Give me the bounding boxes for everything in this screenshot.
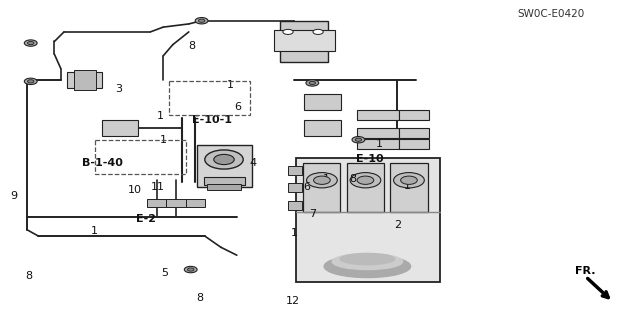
Bar <box>296 158 440 282</box>
Text: E-2: E-2 <box>136 213 156 224</box>
Text: E-10: E-10 <box>356 154 384 164</box>
Circle shape <box>355 138 362 141</box>
Bar <box>304 120 341 136</box>
Text: 8: 8 <box>349 174 357 184</box>
Circle shape <box>306 80 319 86</box>
Text: 1: 1 <box>404 181 410 191</box>
Text: 1: 1 <box>376 139 382 149</box>
Bar <box>399 110 429 120</box>
Circle shape <box>28 41 34 45</box>
Text: 5: 5 <box>162 268 168 278</box>
Text: FR.: FR. <box>575 266 595 276</box>
Text: 9: 9 <box>10 191 18 201</box>
Circle shape <box>28 80 34 83</box>
Text: 3: 3 <box>115 84 122 94</box>
Bar <box>399 128 429 138</box>
Bar <box>304 94 341 110</box>
Text: 12: 12 <box>286 296 300 307</box>
Circle shape <box>188 268 194 271</box>
Text: 1: 1 <box>291 228 298 238</box>
Bar <box>280 21 328 62</box>
Circle shape <box>184 266 197 273</box>
Ellipse shape <box>324 255 411 278</box>
Text: 10: 10 <box>127 185 141 195</box>
Text: SW0C-E0420: SW0C-E0420 <box>517 9 584 19</box>
Bar <box>357 139 399 149</box>
Bar <box>399 139 429 149</box>
Ellipse shape <box>332 254 403 270</box>
Bar <box>147 199 166 207</box>
Text: 4: 4 <box>249 158 257 168</box>
Text: 8: 8 <box>25 271 33 281</box>
Bar <box>288 166 302 175</box>
Text: 11: 11 <box>151 182 165 192</box>
Bar <box>357 128 399 138</box>
Bar <box>74 70 96 90</box>
Text: B-1-40: B-1-40 <box>82 158 123 168</box>
Circle shape <box>314 176 330 184</box>
Circle shape <box>214 154 234 165</box>
Text: 1: 1 <box>323 174 330 184</box>
Circle shape <box>195 18 208 24</box>
Bar <box>207 184 241 190</box>
Bar <box>347 163 384 212</box>
Text: 7: 7 <box>308 209 316 219</box>
Bar <box>288 201 302 210</box>
Text: 8: 8 <box>188 41 196 51</box>
Text: 6: 6 <box>304 182 310 192</box>
Circle shape <box>309 81 316 85</box>
Circle shape <box>394 173 424 188</box>
Text: 1: 1 <box>92 226 98 236</box>
Bar <box>288 183 302 192</box>
Ellipse shape <box>340 254 394 265</box>
Text: E-10-1: E-10-1 <box>193 115 232 125</box>
Circle shape <box>357 176 374 184</box>
Bar <box>357 110 399 120</box>
Bar <box>274 30 335 51</box>
Circle shape <box>401 176 417 184</box>
Bar <box>390 163 428 212</box>
Circle shape <box>283 29 293 34</box>
Bar <box>197 145 252 187</box>
Circle shape <box>198 19 205 22</box>
Bar <box>303 163 340 212</box>
Text: 1: 1 <box>227 79 234 90</box>
Bar <box>186 199 205 207</box>
Circle shape <box>205 150 243 169</box>
Bar <box>67 72 102 88</box>
Bar <box>166 199 186 207</box>
Bar <box>204 177 245 185</box>
Text: 6: 6 <box>235 102 241 112</box>
Bar <box>102 120 138 136</box>
Text: 2: 2 <box>394 220 402 230</box>
Text: 1: 1 <box>160 135 166 145</box>
Circle shape <box>350 173 381 188</box>
Circle shape <box>313 29 323 34</box>
Circle shape <box>24 78 37 85</box>
Circle shape <box>24 40 37 46</box>
Circle shape <box>352 137 365 143</box>
Text: 8: 8 <box>196 293 204 303</box>
Circle shape <box>307 173 337 188</box>
Text: 1: 1 <box>157 111 163 122</box>
